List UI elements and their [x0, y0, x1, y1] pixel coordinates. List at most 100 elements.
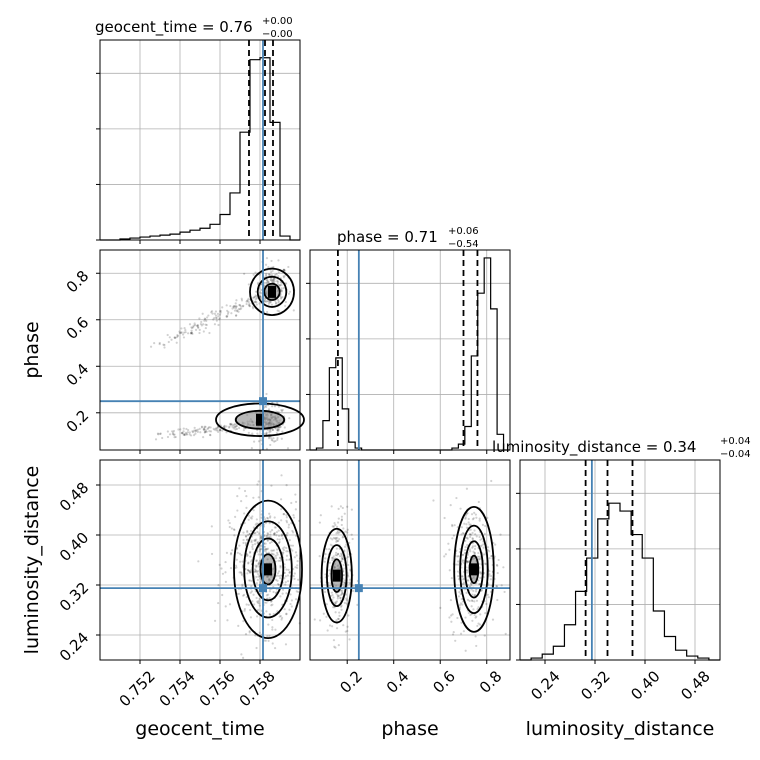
scatter-point [269, 533, 272, 536]
scatter-point [279, 297, 283, 300]
scatter-point [468, 548, 471, 551]
scatter-point [245, 302, 248, 306]
histogram-geocent_time [100, 57, 300, 241]
scatter-point [336, 536, 339, 539]
scatter-point [331, 525, 334, 528]
scatter-point [199, 431, 202, 434]
scatter-point [267, 437, 271, 440]
scatter-point [254, 298, 257, 301]
scatter-point [274, 302, 278, 305]
contour-line [464, 540, 484, 599]
scatter-point [197, 560, 200, 563]
scatter-point [483, 553, 487, 556]
scatter-point [265, 392, 268, 396]
scatter-point [329, 537, 332, 540]
scatter-point [475, 516, 478, 519]
scatter-point [335, 627, 339, 630]
scatter-point [268, 273, 271, 277]
scatter-point [240, 307, 243, 310]
scatter-point [266, 281, 269, 284]
contour-line [263, 282, 281, 301]
scatter-point [259, 548, 262, 551]
scatter-point [247, 304, 251, 307]
scatter-point [337, 643, 340, 647]
scatter-point [274, 554, 277, 557]
scatter-point [287, 526, 290, 529]
scatter-point [464, 616, 467, 619]
scatter-point [480, 544, 483, 547]
scatter-point [459, 507, 462, 510]
scatter-point [471, 546, 474, 549]
scatter-point [266, 634, 269, 638]
scatter-point [265, 300, 268, 303]
scatter-point [464, 514, 468, 517]
scatter-point [279, 425, 282, 428]
scatter-point [323, 560, 326, 563]
y-tick-label-phase: 0.8 [63, 267, 93, 297]
scatter-point [230, 527, 233, 530]
scatter-point [281, 588, 285, 591]
scatter-point [268, 522, 271, 525]
scatter-point [265, 281, 268, 285]
title-phase-plus: +0.06 [448, 226, 479, 237]
scatter-point [285, 282, 288, 285]
scatter-point [468, 585, 471, 588]
y-tick-label-phase: 0.6 [63, 313, 93, 343]
scatter-point [267, 639, 270, 643]
scatter-point [258, 604, 261, 607]
scatter-point [483, 532, 486, 535]
scatter-point [251, 579, 254, 583]
scatter-point [268, 541, 272, 545]
scatter-point [217, 315, 220, 318]
scatter-point [336, 531, 339, 534]
scatter-point [184, 331, 187, 334]
scatter-point [252, 496, 255, 499]
scatter-point [282, 268, 286, 271]
scatter-point [341, 589, 344, 592]
scatter-point [341, 506, 344, 510]
scatter-point [153, 341, 156, 345]
scatter-point [254, 523, 257, 526]
scatter-point [271, 642, 274, 645]
x-tick-label-phase: 0.4 [383, 667, 413, 697]
scatter-point [347, 563, 350, 567]
scatter-point [338, 538, 341, 541]
scatter-point [282, 513, 286, 516]
scatter-point [265, 447, 269, 450]
scatter-point [296, 560, 299, 563]
scatter-point [344, 630, 347, 633]
scatter-point [248, 571, 252, 574]
scatter-point [195, 324, 199, 327]
scatter-point [297, 578, 300, 581]
scatter-point [285, 550, 288, 553]
scatter-point [248, 570, 251, 573]
scatter-point [235, 423, 238, 426]
scatter-point [272, 590, 275, 594]
scatter-point [159, 432, 162, 435]
scatter-point [272, 549, 276, 552]
scatter-point [224, 605, 227, 608]
scatter-point [473, 600, 476, 603]
scatter-point [466, 553, 470, 556]
scatter-point [248, 302, 251, 305]
scatter-point [286, 447, 290, 450]
scatter-point [343, 601, 346, 605]
scatter-point [249, 555, 252, 558]
scatter-point [465, 526, 469, 529]
scatter-point [271, 428, 274, 432]
scatter-point [463, 522, 466, 525]
scatter-point [457, 595, 461, 598]
scatter-point [197, 325, 200, 329]
scatter-point [449, 504, 452, 507]
scatter-point [230, 552, 233, 555]
scatter-point [215, 427, 218, 430]
scatter-point [267, 300, 270, 303]
scatter-point [466, 560, 469, 564]
scatter-point [284, 643, 288, 646]
scatter-point [231, 549, 234, 552]
scatter-point [242, 541, 245, 544]
scatter-point [334, 551, 338, 554]
scatter-point [229, 423, 232, 426]
truth-marker [354, 584, 363, 593]
y-tick-label-phase: 0.4 [63, 360, 93, 390]
